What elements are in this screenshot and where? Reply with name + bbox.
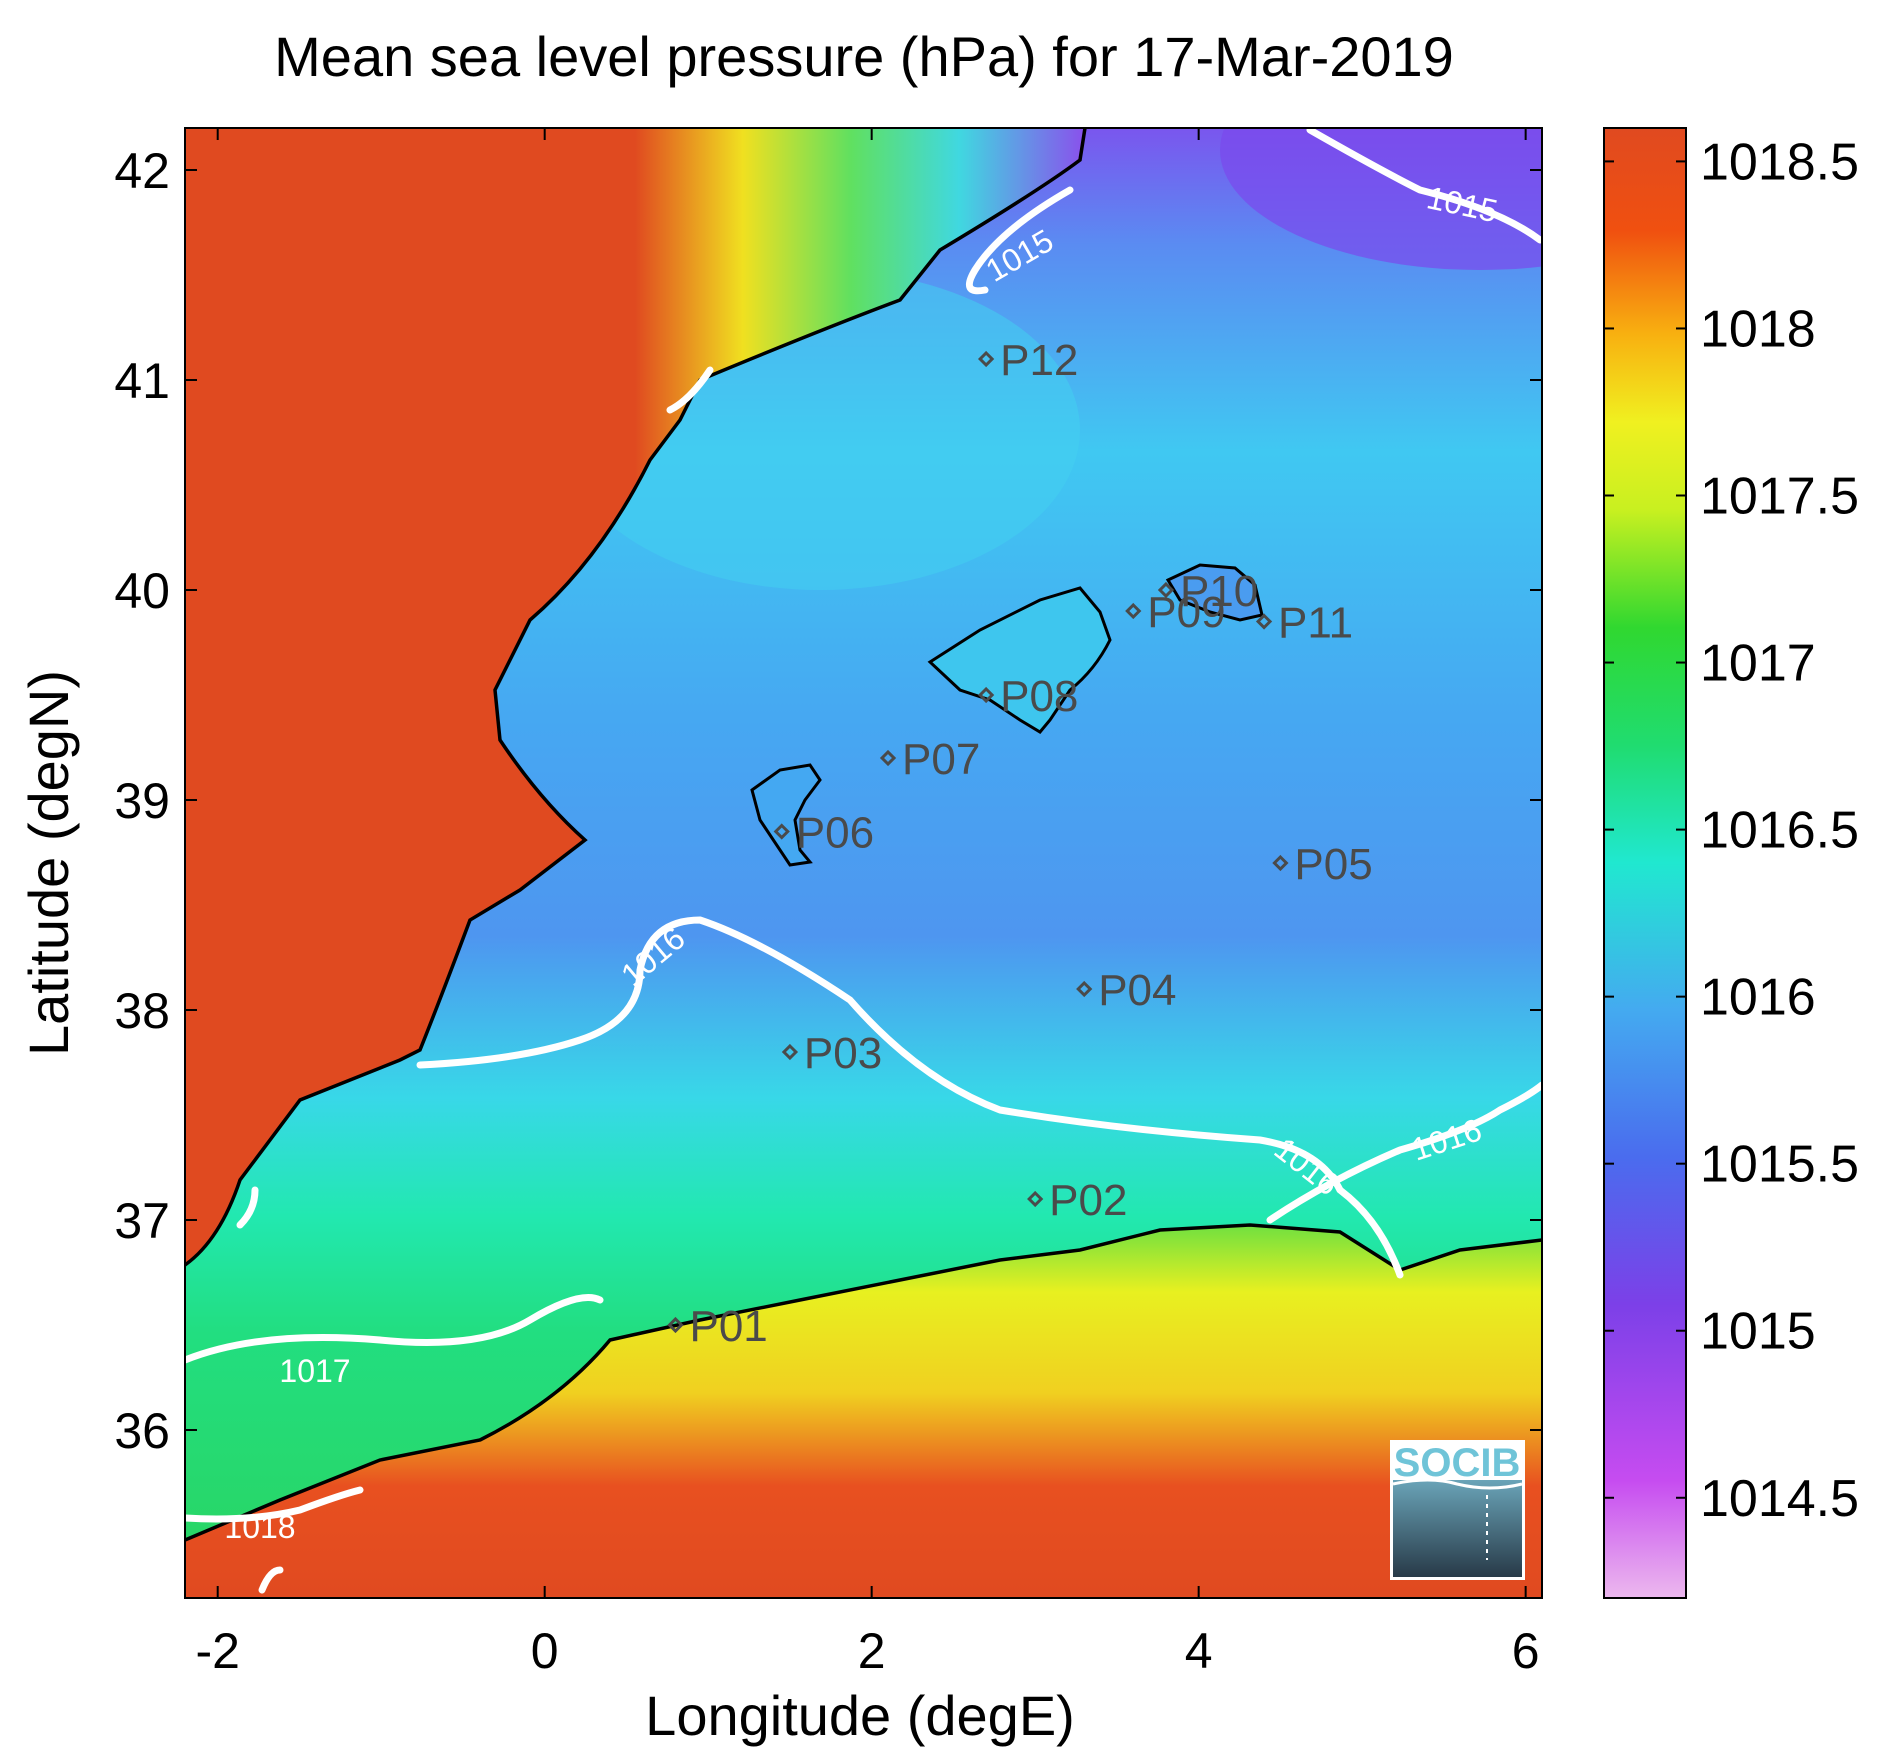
isobar-1018-corner: [258, 1566, 284, 1594]
logo-text: SOCIB: [1394, 1441, 1521, 1485]
station-label: P03: [804, 1029, 882, 1078]
colorbar-tick-label: 1015: [1700, 1303, 1816, 1361]
colorbar-tick-label: 1017.5: [1700, 468, 1859, 526]
station-label: P11: [1278, 599, 1353, 648]
isobar-1017: [185, 1294, 604, 1364]
map-title: Mean sea level pressure (hPa) for 17-Mar…: [274, 25, 1454, 88]
x-tick-label: 4: [1185, 1623, 1213, 1679]
map-panel: 1015 1015 1016 1016 1016 1017 1018 P01P0…: [185, 128, 1542, 1598]
station-label: P01: [689, 1302, 767, 1351]
map-frame: [184, 127, 1543, 1599]
mallorca-island: [927, 586, 1112, 734]
colorbar-tick-label: 1018.5: [1700, 133, 1859, 191]
y-tick-label: 40: [114, 563, 170, 619]
station-marker: [977, 686, 995, 704]
station-marker: [781, 1043, 799, 1061]
menorca-island: [1165, 563, 1264, 622]
x-axis-label: Longitude (degE): [645, 1684, 1075, 1747]
station-marker: [1125, 602, 1142, 620]
x-tick-label: -2: [195, 1623, 239, 1679]
isobar-1016-east: [1266, 1081, 1542, 1224]
colorbar-tick-label: 1015.5: [1700, 1136, 1859, 1194]
station-label: P04: [1098, 966, 1176, 1015]
y-tick-label: 37: [114, 1193, 170, 1249]
x-axis-ticks: -2 0 2 4 6: [195, 128, 1540, 1679]
station-marker: [773, 823, 790, 840]
station-label: P06: [796, 809, 874, 858]
logo-gradient-panel: [1393, 1480, 1522, 1577]
y-axis-label: Latitude (degN): [17, 670, 80, 1056]
isobar-lines: [185, 128, 1542, 1594]
colorbar: [1603, 127, 1687, 1599]
colorbar-tick-label: 1018: [1700, 300, 1816, 358]
y-tick-label: 39: [114, 773, 170, 829]
sea-field-northeast: [1220, 128, 1542, 270]
station-marker: [1255, 613, 1273, 630]
y-tick-label: 38: [114, 983, 170, 1039]
station-marker: [977, 350, 995, 368]
y-tick-label: 36: [114, 1403, 170, 1459]
station-label: P07: [902, 735, 980, 784]
x-tick-label: 2: [858, 1623, 886, 1679]
isobar-1018: [185, 1486, 364, 1523]
iberia-coastline: [185, 128, 1087, 1267]
colorbar-ticks: 1014.5 1015 1015.5 1016 1016.5 1017 1017.5 1018…: [1604, 133, 1859, 1528]
colorbar-tick-label: 1014.5: [1700, 1470, 1859, 1528]
station-label: P08: [1000, 672, 1078, 721]
isobar-1016-south: [416, 916, 1404, 1279]
station-marker: [1157, 581, 1175, 599]
africa-land: [185, 1225, 1542, 1598]
station-label: P05: [1294, 840, 1372, 889]
colorbar-tick-label: 1016.5: [1700, 802, 1859, 860]
isobar-1016-west: [236, 1186, 259, 1229]
contour-label-1018: 1018: [224, 1509, 295, 1545]
station-marker: [1076, 980, 1093, 998]
contour-label-1017: 1017: [279, 1353, 350, 1389]
colorbar-tick-label: 1016: [1700, 969, 1816, 1027]
isobar-1015-north: [965, 186, 1074, 295]
socib-logo: SOCIB: [1390, 1440, 1525, 1580]
station-label: P12: [1000, 336, 1078, 385]
station-marker: [1272, 854, 1289, 872]
africa-coastline: [185, 1223, 1542, 1542]
station-marker: [879, 749, 897, 767]
station-marker: [667, 1316, 684, 1334]
y-tick-label: 41: [114, 353, 170, 409]
isobar-1015-coast: [666, 366, 714, 414]
y-tick-label: 42: [114, 143, 170, 199]
x-tick-label: 0: [531, 1623, 559, 1679]
ibiza-island: [750, 763, 822, 867]
y-axis-ticks: 36 37 38 39 40 41 42: [114, 143, 1542, 1459]
station-label: P09: [1147, 588, 1225, 637]
x-tick-label: 6: [1512, 1623, 1540, 1679]
colorbar-tick-label: 1017: [1700, 635, 1816, 693]
station-label: P10: [1180, 567, 1258, 616]
isobar-1015-northeast: [1306, 128, 1542, 244]
station-label: P02: [1049, 1176, 1127, 1225]
iberia-land: [185, 128, 1085, 1265]
station-marker: [1027, 1190, 1044, 1208]
logo-wave: [1392, 1478, 1523, 1490]
